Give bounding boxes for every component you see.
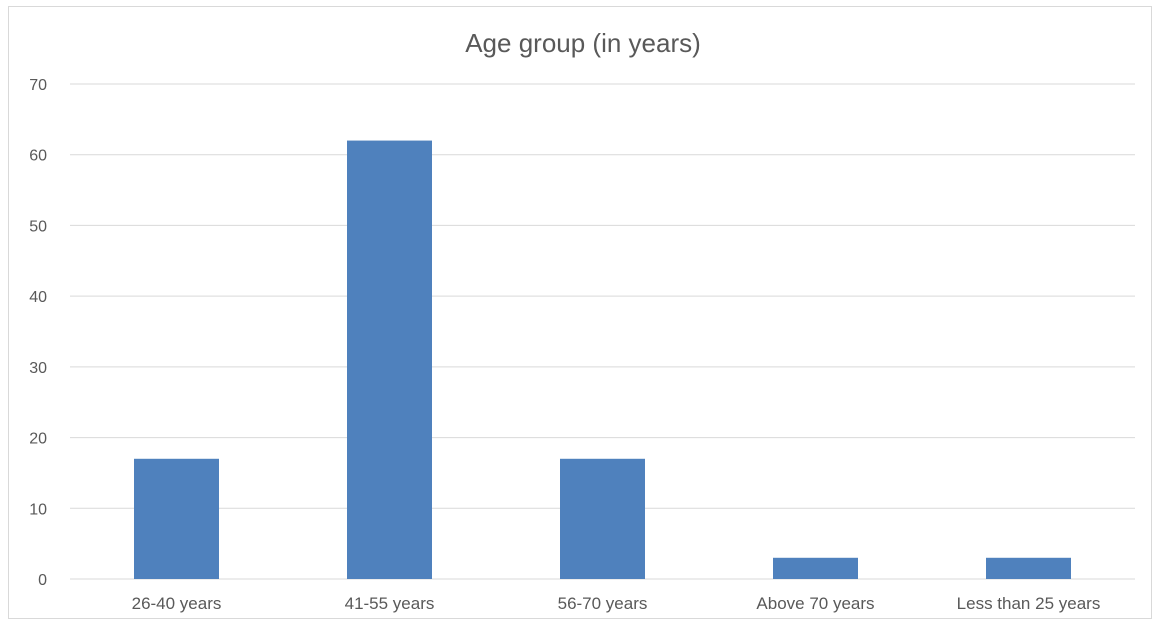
- y-tick-label: 10: [29, 501, 47, 518]
- y-tick-label: 30: [29, 360, 47, 377]
- x-category-label: 56-70 years: [558, 594, 648, 613]
- y-tick-label: 40: [29, 289, 47, 306]
- bar-5: [986, 557, 1071, 579]
- gridlines: [70, 83, 1135, 580]
- y-tick-label: 20: [29, 431, 47, 448]
- bar-4: [773, 557, 858, 579]
- y-tick-label: 60: [29, 148, 47, 165]
- y-tick-label: 70: [29, 77, 47, 94]
- y-tick-label: 50: [29, 218, 47, 235]
- bar-3: [560, 458, 645, 579]
- x-category-label: Less than 25 years: [957, 594, 1101, 613]
- x-category-label: Above 70 years: [756, 594, 874, 613]
- bars: [134, 140, 1071, 580]
- x-category-label: 41-55 years: [345, 594, 435, 613]
- x-category-label: 26-40 years: [132, 594, 222, 613]
- chart-title: Age group (in years): [465, 28, 701, 58]
- y-axis-ticks: 0 10 20 30 40 50 60 70: [29, 77, 47, 589]
- bar-1: [134, 458, 219, 579]
- x-axis-labels: 26-40 years 41-55 years 56-70 years Above 7…: [132, 594, 1101, 613]
- y-tick-label: 0: [38, 572, 47, 589]
- bar-2: [347, 140, 432, 580]
